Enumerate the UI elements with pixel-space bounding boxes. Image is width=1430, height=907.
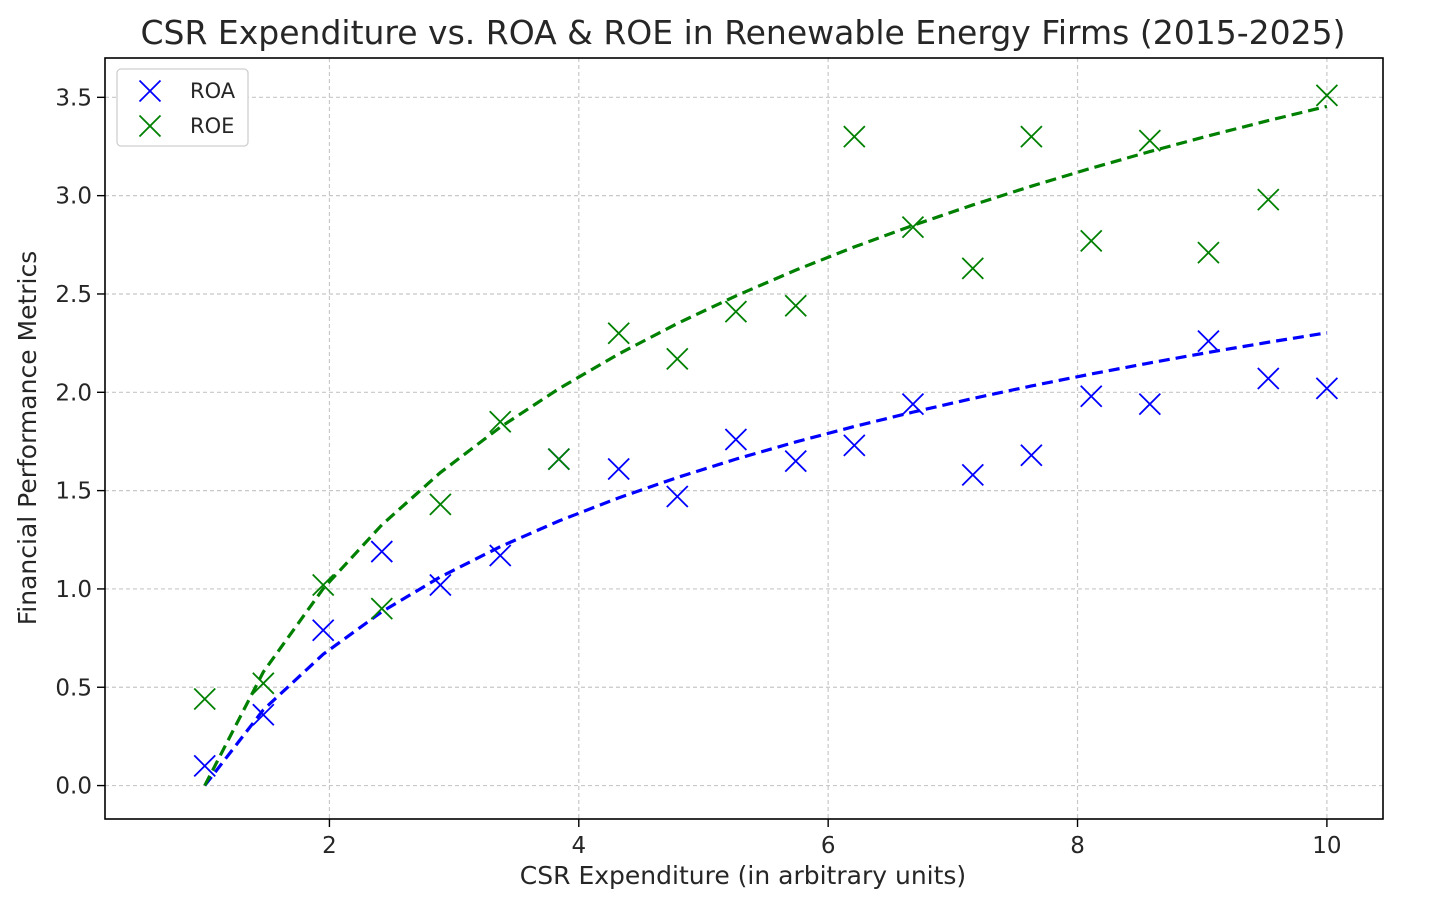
- x-tick-label: 4: [571, 833, 586, 859]
- grid: [105, 58, 1383, 819]
- point-roa: [193, 754, 216, 778]
- y-tick-label: 3.5: [55, 85, 92, 111]
- legend-label-roa: ROA: [190, 79, 236, 103]
- point-roa: [784, 449, 807, 473]
- point-roe: [1020, 125, 1043, 148]
- y-tick-label: 2.5: [55, 282, 92, 308]
- x-tick-label: 6: [821, 833, 836, 859]
- point-roe: [901, 215, 925, 239]
- point-roa: [370, 540, 393, 563]
- point-roa: [724, 428, 748, 451]
- legend-label-roe: ROE: [190, 114, 234, 138]
- y-tick-label: 1.5: [55, 479, 92, 505]
- x-axis-label: CSR Expenditure (in arbitrary units): [520, 861, 966, 890]
- point-roe: [1080, 229, 1103, 253]
- point-roe: [429, 493, 452, 516]
- point-roe: [312, 573, 335, 597]
- data-points: [193, 84, 1339, 778]
- point-roe: [843, 125, 866, 148]
- point-roa: [1197, 330, 1220, 353]
- axis-ticks: 2 4 6 8 10 0.0 0.5 1.0 1.5 2.0 2.5 3.0 3.5: [55, 85, 1341, 859]
- point-roe: [547, 448, 570, 471]
- chart-title: CSR Expenditure vs. ROA & ROE in Renewab…: [141, 13, 1346, 52]
- point-roa: [1138, 392, 1161, 416]
- y-tick-label: 1.0: [55, 577, 92, 603]
- point-roa: [429, 573, 452, 597]
- point-roe: [1315, 84, 1339, 107]
- trend-lines: [203, 104, 1328, 787]
- y-tick-label: 0.0: [55, 774, 92, 800]
- point-roe: [724, 300, 748, 323]
- trend-line-roa: [203, 331, 1328, 787]
- point-roa: [312, 619, 335, 642]
- x-tick-label: 10: [1312, 833, 1341, 859]
- point-roa: [901, 392, 925, 416]
- point-roe: [784, 294, 807, 317]
- y-tick-label: 3.0: [55, 184, 92, 210]
- point-roe: [252, 672, 275, 695]
- point-roe: [370, 597, 393, 620]
- point-roa: [961, 463, 984, 487]
- point-roe: [607, 322, 630, 345]
- plot-frame: [104, 57, 1384, 820]
- point-roe: [193, 687, 216, 711]
- point-roe: [489, 410, 512, 433]
- y-tick-label: 0.5: [55, 675, 92, 701]
- legend-marker-roa: [138, 79, 162, 103]
- point-roa: [1080, 385, 1103, 408]
- point-roa: [843, 434, 866, 457]
- point-roa: [666, 485, 689, 508]
- point-roa: [1020, 444, 1043, 467]
- point-roa: [1257, 367, 1280, 390]
- point-roe: [1138, 129, 1161, 152]
- trend-line-roe: [203, 104, 1328, 787]
- point-roa: [252, 703, 275, 726]
- y-tick-label: 2.0: [55, 380, 92, 406]
- point-roe: [1197, 241, 1220, 264]
- point-roa: [1315, 377, 1339, 400]
- x-tick-label: 2: [322, 833, 337, 859]
- point-roe: [666, 347, 689, 370]
- legend-marker-roe: [138, 114, 162, 138]
- point-roa: [489, 544, 512, 567]
- y-axis-label: Financial Performance Metrics: [13, 251, 42, 626]
- point-roe: [1257, 188, 1280, 211]
- point-roe: [961, 257, 984, 280]
- point-roa: [607, 457, 630, 481]
- x-tick-label: 8: [1070, 833, 1085, 859]
- legend: ROA ROE: [116, 68, 249, 147]
